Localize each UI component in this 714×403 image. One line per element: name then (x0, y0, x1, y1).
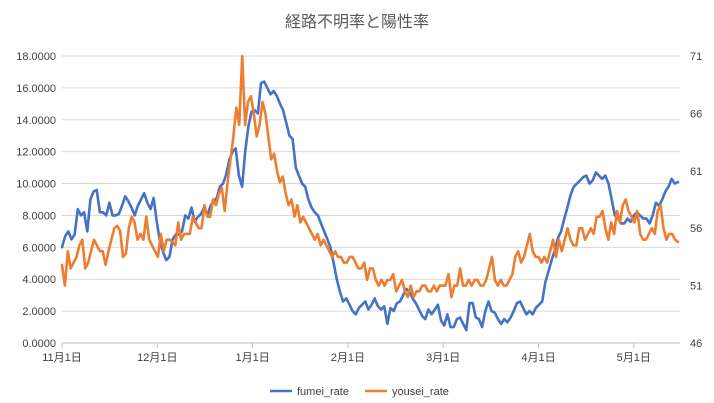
legend: fumei_rate yousei_rate (270, 386, 449, 398)
y-left-tick-label: 18.0000 (16, 51, 56, 63)
y-right-tick-label: 71 (690, 51, 702, 63)
x-tick-label: 1月1日 (235, 352, 269, 364)
y-left-tick-label: 14.0000 (16, 115, 56, 127)
series-line-fumei_rate (60, 80, 680, 332)
x-tick-label: 5月1日 (617, 352, 651, 364)
series-lines (60, 54, 680, 332)
y-left-tick-label: 6.0000 (22, 242, 56, 254)
y-right-tick-label: 46 (690, 338, 702, 350)
y-left-tick-label: 10.0000 (16, 179, 56, 191)
y-left-tick-label: 2.0000 (22, 306, 56, 318)
y-left-tick-label: 16.0000 (16, 83, 56, 95)
y-right-tick-label: 66 (690, 108, 702, 120)
y-right-tick-label: 51 (690, 281, 702, 293)
x-tick-label: 3月1日 (426, 352, 460, 364)
x-tick-label: 11月1日 (42, 352, 82, 364)
y-right-tick-label: 56 (690, 223, 702, 235)
y-left-tick-label: 8.0000 (22, 210, 56, 222)
y-left-tick-label: 12.0000 (16, 147, 56, 159)
chart-title: 経路不明率と陽性率 (285, 12, 429, 31)
x-tick-label: 12月1日 (137, 352, 177, 364)
legend-label: fumei_rate (297, 386, 349, 398)
legend-label: yousei_rate (392, 386, 449, 398)
right-axis-ticks: 46 51 56 61 66 71 (690, 51, 702, 350)
y-left-tick-label: 4.0000 (22, 274, 56, 286)
x-tick-label: 4月1日 (521, 352, 555, 364)
left-axis-ticks: 0.0000 2.0000 4.0000 6.0000 8.0000 10.0000 12.… (16, 51, 56, 350)
y-right-tick-label: 61 (690, 166, 702, 178)
y-left-tick-label: 0.0000 (22, 338, 56, 350)
series-line-yousei_rate (60, 54, 680, 299)
x-tick-label: 2月1日 (331, 352, 365, 364)
x-axis-ticks: 11月1日 12月1日 1月1日 2月1日 3月1日 4月1日 5月1日 (42, 343, 651, 364)
